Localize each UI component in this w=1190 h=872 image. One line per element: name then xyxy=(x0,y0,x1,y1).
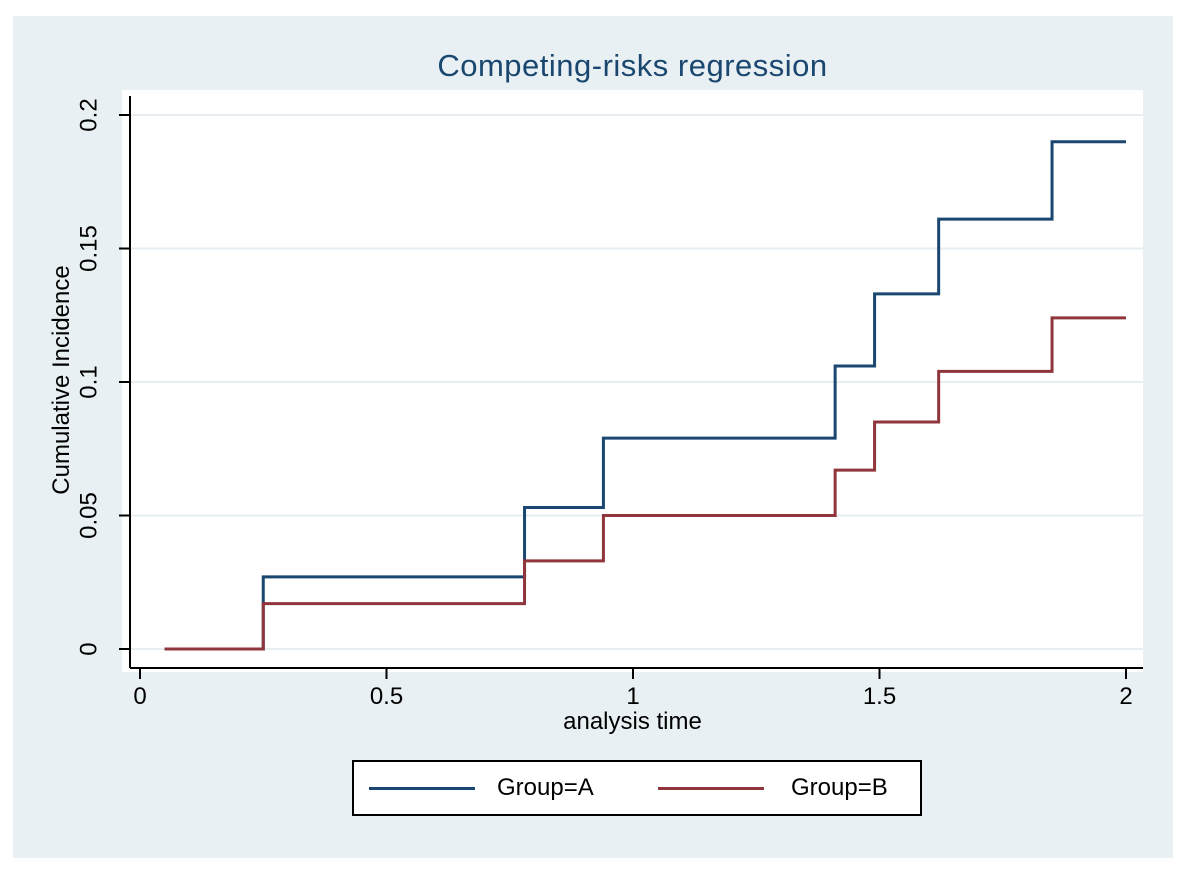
chart-title: Competing-risks regression xyxy=(437,48,828,83)
x-tick-label-0.5: 0.5 xyxy=(370,683,403,710)
y-axis-label: Cumulative Incidence xyxy=(48,265,75,495)
x-axis-label: analysis time xyxy=(563,708,702,735)
y-tick-label-0.15: 0.15 xyxy=(76,225,103,272)
y-tick-label-0: 0 xyxy=(76,642,103,655)
x-tick-label-2: 2 xyxy=(1119,683,1132,710)
legend: Group=A Group=B xyxy=(352,760,922,816)
x-tick-label-0: 0 xyxy=(133,683,146,710)
legend-line-group-a xyxy=(369,787,475,790)
legend-label-group-a: Group=A xyxy=(497,774,594,801)
y-tick-label-0.2: 0.2 xyxy=(76,98,103,131)
legend-label-group-b: Group=B xyxy=(791,774,888,801)
y-tick-label-0.1: 0.1 xyxy=(76,365,103,398)
x-tick-label-1: 1 xyxy=(626,683,639,710)
series-group-b xyxy=(164,316,1126,651)
series-group-a xyxy=(164,140,1126,651)
legend-line-group-b xyxy=(658,787,764,790)
x-tick-label-1.5: 1.5 xyxy=(863,683,896,710)
y-tick-label-0.05: 0.05 xyxy=(76,492,103,539)
